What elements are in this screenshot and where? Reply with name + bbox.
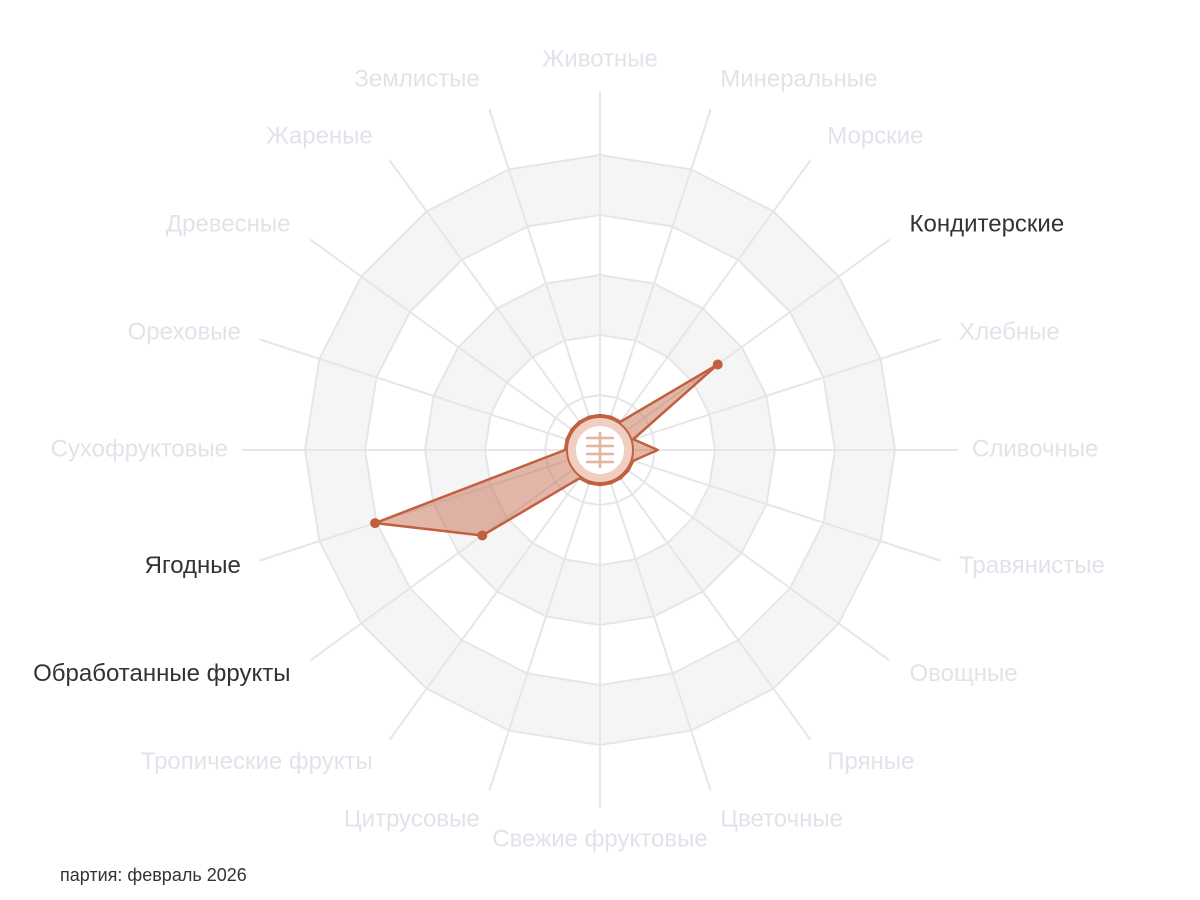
axis-line (388, 159, 581, 423)
grid: Животные Минеральные Морские Кондитерские Хл… (33, 45, 1105, 852)
axis-label: Пряные (827, 748, 914, 775)
axis-label: Землистые (354, 65, 479, 92)
axis-line (488, 109, 591, 418)
axis-line (488, 482, 591, 791)
data-point (370, 518, 381, 529)
axis-line (309, 469, 573, 662)
axis-label: Хлебные (959, 319, 1060, 346)
axis-line (609, 109, 712, 418)
axis-line (632, 338, 941, 441)
axis-label: Кондитерские (910, 210, 1065, 237)
axis-label: Свежие фруктовые (492, 825, 707, 852)
axis-label: Сухофруктовые (51, 435, 228, 462)
axis-label: Ягодные (145, 552, 241, 579)
data-point (712, 359, 723, 370)
axis-label: Цветочные (720, 805, 843, 832)
axis-line (627, 469, 891, 662)
axis-label: Травянистые (959, 552, 1105, 579)
axis-label: Жареные (266, 123, 372, 150)
axis-label: Овощные (910, 660, 1018, 687)
data-point (477, 530, 488, 541)
axis-line (619, 477, 812, 741)
axis-label: Сливочные (972, 435, 1098, 462)
axis-line (259, 459, 568, 562)
axis-label: Ореховые (128, 319, 241, 346)
axis-label: Обработанные фрукты (33, 660, 290, 687)
axis-label: Тропические фрукты (141, 748, 373, 775)
caption: партия: февраль 2026 (60, 865, 247, 885)
radar-area (373, 363, 719, 537)
axis-line (259, 338, 568, 441)
axis-line (609, 482, 712, 791)
axis-label: Цитрусовые (344, 805, 480, 832)
axis-label: Морские (827, 123, 923, 150)
axis-label: Древесные (166, 210, 291, 237)
axis-line (632, 459, 941, 562)
plot (370, 359, 723, 541)
grid-band (425, 275, 775, 625)
axis-line (619, 159, 812, 423)
axis-line (309, 238, 573, 431)
axis-line (627, 238, 891, 431)
axis-label: Животные (542, 45, 658, 72)
axis-label: Минеральные (720, 65, 877, 92)
axis-line (388, 477, 581, 741)
